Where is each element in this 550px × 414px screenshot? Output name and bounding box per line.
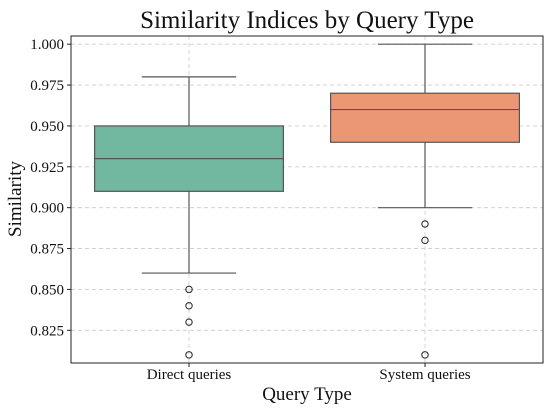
x-axis-ticks: Direct queries System queries [147,363,471,383]
box-group-2 [330,43,521,359]
y-tick-label: 0.950 [30,119,64,135]
x-tick-label: System queries [379,367,470,383]
y-tick-label: 1.000 [30,37,64,53]
grid-lines [71,36,543,363]
chart-title: Similarity Indices by Query Type [140,7,474,34]
y-tick-label: 0.975 [30,78,64,94]
outlier-point [421,220,429,228]
boxes [93,43,521,359]
y-tick-label: 0.900 [30,201,64,217]
box-group-1 [93,76,285,359]
outlier-point [185,285,193,294]
outlier-point [421,351,429,359]
y-tick-label: 0.875 [30,242,64,258]
outlier-point [185,351,193,359]
outlier-point [185,318,193,326]
y-tick-label: 0.825 [30,323,64,339]
outlier-point [185,302,193,310]
y-tick-label: 0.850 [30,282,64,298]
axes-frame [70,35,544,364]
y-axis-label: Similarity [5,161,26,238]
iqr-box [330,92,521,143]
y-tick-label: 0.925 [30,160,64,176]
x-tick-label: Direct queries [147,367,232,383]
y-axis-ticks: 0.825 0.850 0.875 0.900 0.925 0.950 0.975 1.000 [30,37,71,339]
x-axis-label: Query Type [262,384,352,405]
outlier-point [421,236,429,245]
